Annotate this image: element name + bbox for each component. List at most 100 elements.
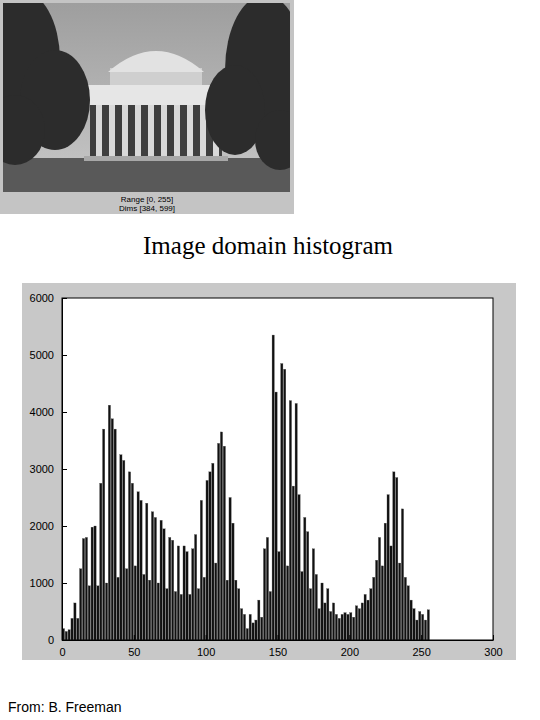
bar [375, 560, 377, 640]
bar [424, 620, 426, 640]
bar [240, 609, 242, 640]
bar [278, 552, 280, 640]
bar [261, 617, 263, 640]
bar [398, 563, 400, 640]
bar [68, 630, 70, 640]
tick-label: 1000 [30, 577, 54, 589]
bar [223, 446, 225, 640]
bar [100, 483, 102, 640]
bar [401, 509, 403, 640]
bar [353, 617, 355, 640]
bar [295, 403, 297, 640]
bar [71, 618, 73, 640]
bar [103, 429, 105, 640]
bar [94, 526, 96, 640]
bar [97, 586, 99, 640]
bar [384, 523, 386, 640]
tick-mark [349, 635, 350, 640]
plot-frame [62, 298, 493, 640]
bar [309, 589, 311, 640]
tick: 5000 [30, 349, 67, 361]
bar [149, 580, 151, 640]
steps [84, 156, 228, 161]
bar [266, 537, 268, 640]
tick-mark [62, 583, 67, 584]
bar [416, 620, 418, 640]
bar [157, 583, 159, 640]
bar [114, 429, 116, 640]
tick: 6000 [30, 292, 67, 304]
bar [407, 586, 409, 640]
tick-label: 5000 [30, 349, 54, 361]
bar [361, 603, 363, 640]
bar [332, 603, 334, 640]
tick-label: 300 [484, 646, 502, 658]
bar [318, 609, 320, 640]
tick-label: 0 [48, 634, 54, 646]
tick: 4000 [30, 406, 67, 418]
bar [252, 623, 254, 640]
bar [166, 589, 168, 640]
bar [169, 537, 171, 640]
column [135, 105, 141, 160]
tick-mark [62, 298, 67, 299]
tick-mark [62, 526, 67, 527]
tick-mark [62, 469, 67, 470]
bar [217, 443, 219, 640]
bar [324, 603, 326, 640]
bar [85, 537, 87, 640]
bar [321, 583, 323, 640]
bar [404, 577, 406, 640]
photo-caption: Dims [384, 599] [119, 204, 175, 213]
bar [387, 495, 389, 640]
bar [272, 335, 274, 640]
bar [238, 589, 240, 640]
bar [350, 613, 352, 640]
photo-caption: Range [0, 255] [121, 195, 173, 204]
bar [421, 614, 423, 640]
bar [413, 609, 415, 640]
bar [197, 589, 199, 640]
bar [347, 614, 349, 640]
tick-mark [206, 635, 207, 640]
bar [304, 517, 306, 640]
bar [154, 517, 156, 640]
bar [91, 527, 93, 640]
bar [393, 472, 395, 640]
bar [177, 546, 179, 640]
bar [192, 549, 194, 640]
bar [258, 600, 260, 640]
bar [419, 612, 421, 641]
bar [312, 549, 314, 640]
bar [126, 569, 128, 640]
tick-mark [62, 640, 67, 641]
bar [80, 569, 82, 640]
bar [410, 600, 412, 640]
bar [206, 480, 208, 640]
bar [151, 512, 153, 640]
bar [367, 600, 369, 640]
bar [298, 495, 300, 640]
colonnade [90, 105, 222, 160]
bar [358, 609, 360, 640]
page: Range [0, 255]Dims [384, 599]Image domai… [0, 0, 540, 720]
bar [117, 577, 119, 640]
column [109, 105, 115, 160]
bar [226, 580, 228, 640]
tick: 200 [341, 635, 359, 658]
lawn [3, 158, 290, 192]
photo [3, 3, 290, 192]
bar [137, 492, 139, 640]
bar [338, 618, 340, 640]
bar [123, 460, 125, 640]
figure-background [22, 283, 516, 660]
bar [378, 537, 380, 640]
tick: 0 [48, 634, 67, 646]
dome [108, 51, 204, 72]
tick: 250 [412, 635, 430, 658]
tick: 2000 [30, 520, 67, 532]
bar [160, 520, 162, 640]
tick-label: 100 [197, 646, 215, 658]
bar [390, 546, 392, 640]
bar [370, 589, 372, 640]
